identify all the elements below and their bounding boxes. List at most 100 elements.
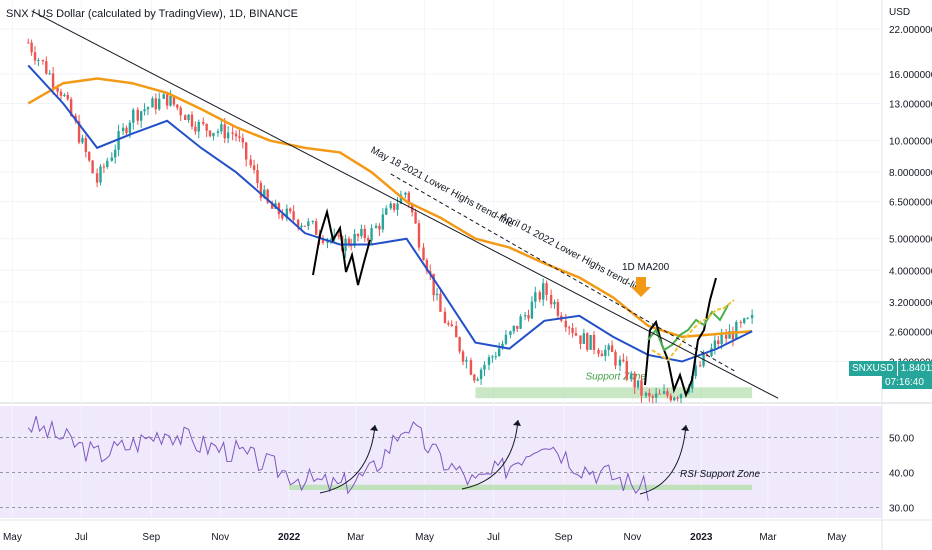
candle-body	[350, 245, 353, 247]
price-tick-label: 4.0000000	[889, 266, 932, 277]
candle-body	[30, 42, 33, 53]
time-tick-label: Nov	[211, 532, 229, 543]
candle-body	[363, 228, 366, 239]
candle-body	[691, 376, 694, 389]
candle-body	[165, 94, 169, 106]
rsi-tick-label: 50.00	[889, 434, 914, 445]
candle-body	[190, 114, 194, 127]
candle-body	[630, 373, 633, 380]
candle-body	[216, 131, 220, 133]
candle-body	[292, 211, 295, 220]
time-tick-label: Mar	[347, 532, 365, 543]
price-tick-label: 6.5000000	[889, 198, 932, 209]
candle-body	[625, 361, 628, 380]
candle-body	[289, 208, 292, 212]
rsi-rebound-arrow	[461, 419, 519, 490]
chart-legend: SNX / US Dollar (calculated by TradingVi…	[6, 8, 298, 20]
candle-body	[238, 136, 241, 138]
candle-body	[256, 169, 259, 183]
candle-body	[347, 238, 351, 246]
candle-body	[205, 123, 208, 131]
candle-body	[139, 111, 143, 121]
candle-body	[648, 392, 651, 397]
candle-body	[48, 73, 51, 75]
candle-body	[432, 273, 435, 296]
candle-body	[154, 98, 158, 110]
candle-body	[81, 138, 84, 143]
candle-body	[41, 59, 45, 62]
time-tick-label: 2022	[278, 532, 301, 543]
arrow-head-icon	[681, 425, 689, 431]
candle-body	[519, 316, 522, 329]
candle-body	[106, 160, 109, 168]
fractal-green-2023	[647, 304, 729, 352]
candle-body	[329, 239, 333, 241]
candle-body	[263, 189, 266, 198]
candle-body	[491, 356, 494, 358]
candle-body	[545, 283, 548, 295]
support-zone-label: Support Zone	[585, 371, 646, 382]
candle-body	[407, 192, 411, 205]
candle-body	[266, 189, 269, 203]
candle-body	[396, 203, 399, 210]
candle-body	[146, 107, 150, 110]
candle-body	[69, 99, 73, 116]
candle-body	[296, 219, 300, 228]
rsi-rebound-arrow	[639, 424, 687, 495]
candle-body	[597, 349, 600, 354]
price-tick-label: 22.0000000	[889, 25, 932, 36]
candle-body	[220, 124, 223, 132]
candle-body	[651, 396, 654, 398]
candle-body	[673, 397, 676, 401]
symbol-price-tag: SNXUSD 1.84011314 07:16:40	[849, 361, 932, 389]
candle-body	[676, 397, 679, 399]
candle-body	[125, 127, 128, 134]
candle-body	[132, 109, 135, 123]
candle-body	[162, 94, 165, 99]
candle-body	[465, 360, 468, 362]
candle-body	[51, 73, 55, 88]
candle-body	[241, 137, 245, 143]
candle-body	[494, 356, 497, 358]
fractal-black-2022	[312, 208, 371, 286]
candle-body	[556, 302, 560, 316]
candle-body	[234, 133, 238, 137]
candle-body	[679, 394, 683, 399]
rsi-support-zone	[289, 484, 753, 490]
candle-body	[187, 114, 190, 121]
candle-body	[399, 194, 403, 204]
chart-title: SNX / US Dollar (calculated by TradingVi…	[6, 8, 299, 20]
candle-body	[717, 340, 720, 344]
candle-body	[315, 221, 318, 235]
candle-body	[303, 225, 307, 227]
candle-body	[91, 160, 94, 174]
candle-body	[439, 293, 442, 312]
time-tick-label: Nov	[624, 532, 642, 543]
candle-body	[77, 121, 81, 143]
candle-body	[252, 165, 256, 170]
candle-body	[571, 328, 574, 334]
candle-body	[66, 94, 69, 100]
candle-body	[654, 393, 658, 398]
candle-body	[381, 214, 385, 230]
candle-body	[542, 283, 545, 300]
candle-body	[422, 247, 425, 261]
candle-body	[516, 325, 519, 329]
candle-body	[113, 149, 117, 158]
candle-body	[360, 228, 363, 237]
candle-body	[746, 318, 749, 320]
candle-body	[589, 335, 592, 350]
candle-body	[479, 369, 483, 380]
candle-body	[461, 351, 465, 362]
candle-body	[586, 333, 589, 350]
candle-body	[244, 142, 248, 160]
candle-body	[385, 208, 388, 215]
candle-body	[184, 115, 187, 121]
candle-body	[110, 157, 114, 161]
candle-body	[728, 331, 731, 339]
price-tick-label: 2.6000000	[889, 327, 932, 338]
fractal-black-2023	[644, 277, 717, 399]
price-tick-label: 13.0000000	[889, 99, 932, 110]
rsi-pane-background	[0, 406, 882, 518]
